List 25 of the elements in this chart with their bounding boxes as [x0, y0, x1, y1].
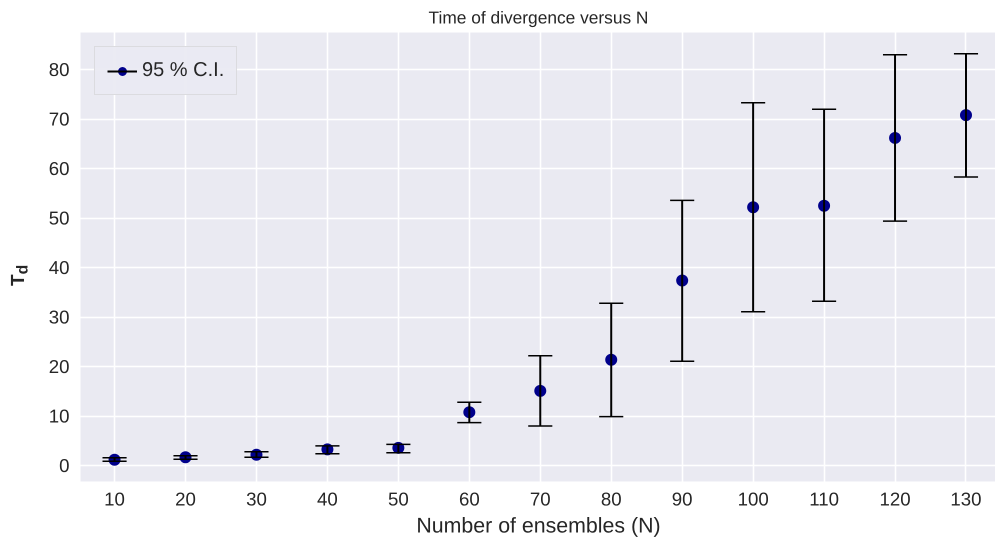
legend-label: 95 % C.I. — [142, 59, 224, 82]
y-tick-label: 60 — [48, 158, 70, 180]
y-tick-label: 40 — [48, 257, 70, 278]
y-tick-label: 10 — [48, 406, 70, 427]
x-tick-label: 100 — [738, 488, 769, 510]
x-tick-label: 60 — [458, 488, 480, 510]
x-tick-label: 90 — [672, 488, 693, 510]
x-tick-label: 130 — [950, 488, 982, 510]
x-tick-label: 40 — [317, 488, 338, 510]
y-tick-label: 20 — [48, 356, 70, 378]
y-tick-label: 70 — [48, 108, 70, 130]
x-tick-label: 20 — [175, 488, 196, 510]
x-tick-label: 10 — [104, 488, 125, 510]
y-tick-label: 80 — [48, 59, 70, 80]
x-tick-label: 110 — [809, 488, 839, 510]
x-tick-label: 30 — [246, 488, 267, 510]
x-tick-label: 70 — [530, 488, 551, 510]
chart-title: Time of divergence versus N — [428, 8, 648, 28]
y-tick-label: 30 — [48, 306, 70, 328]
x-tick-label: 50 — [388, 488, 409, 510]
x-tick-label: 80 — [600, 488, 622, 510]
y-tick-label: 50 — [48, 208, 70, 229]
x-axis-title: Number of ensembles (N) — [416, 514, 661, 538]
y-tick-label: 0 — [59, 455, 70, 476]
x-tick-label: 120 — [879, 488, 911, 510]
